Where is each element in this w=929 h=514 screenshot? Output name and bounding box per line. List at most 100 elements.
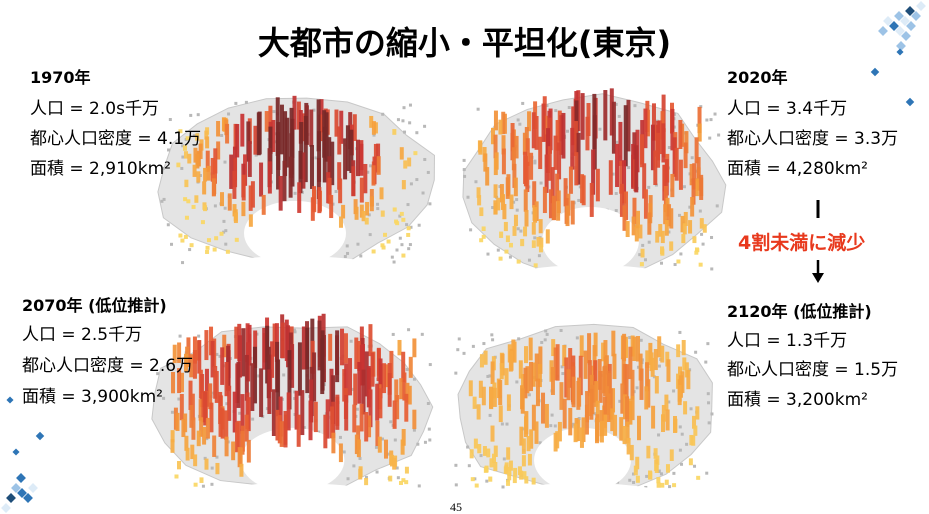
map-cell — [375, 470, 379, 474]
map-cell — [657, 433, 661, 437]
map-bar — [531, 362, 536, 387]
map-cell — [519, 229, 523, 233]
map-bar — [225, 249, 230, 254]
map-bar — [534, 116, 539, 150]
map-bar — [174, 474, 179, 479]
map-cell — [423, 440, 427, 444]
map-cell — [408, 121, 412, 125]
map-bar — [375, 383, 380, 421]
map-bar — [510, 132, 515, 161]
map-bar — [690, 196, 695, 217]
map-bar — [509, 194, 514, 210]
map-bar — [317, 187, 322, 214]
map-bar — [286, 392, 291, 431]
map-cell — [220, 133, 224, 137]
map-cell — [400, 243, 404, 247]
map-bar — [544, 154, 549, 193]
map-cell — [215, 352, 219, 356]
decor-diamond — [12, 448, 20, 456]
map-bar — [190, 444, 195, 460]
map-bar — [513, 177, 518, 197]
map-bar — [364, 351, 369, 397]
map-bar — [559, 382, 564, 410]
map-bar — [488, 476, 493, 482]
map-bar — [699, 218, 704, 229]
map-cell — [210, 466, 214, 470]
map-bar — [279, 104, 284, 155]
map-cell — [667, 230, 671, 234]
map-bar — [170, 439, 175, 453]
map-bar — [691, 178, 696, 205]
map-cell — [180, 166, 184, 170]
map-bar — [544, 403, 549, 428]
map-bar — [692, 163, 697, 190]
map-bar — [287, 350, 292, 410]
decor-diamond — [883, 16, 893, 26]
map-bar — [309, 109, 314, 147]
map-bar — [402, 372, 407, 401]
map-bar — [193, 454, 198, 467]
map-cell — [407, 247, 411, 251]
map-bar — [387, 373, 392, 407]
map-bar — [531, 477, 536, 485]
map-bar — [401, 180, 406, 190]
map-bar — [647, 212, 652, 235]
map-bar — [276, 359, 281, 417]
map-bar — [583, 350, 588, 379]
map-cell — [415, 178, 419, 182]
map-bar — [534, 353, 539, 382]
map-sea — [190, 256, 400, 294]
panel-year: 1970年 — [30, 68, 91, 87]
map-cell — [611, 172, 615, 176]
map-bar — [694, 250, 699, 255]
map-bar — [210, 340, 215, 378]
map-cell — [223, 206, 227, 210]
map-cell — [639, 338, 643, 342]
map-bar — [401, 351, 406, 383]
map-bar — [640, 134, 645, 168]
map-cell — [678, 448, 682, 452]
map-cell — [515, 198, 519, 202]
map-cell — [705, 118, 709, 122]
map-bar — [389, 454, 394, 467]
map-bar — [512, 341, 517, 363]
map-cell — [177, 397, 181, 401]
map-bar — [399, 378, 404, 400]
map-bar — [553, 432, 558, 452]
map-cell — [706, 392, 710, 396]
map-bar — [516, 259, 521, 264]
map-bar — [172, 344, 177, 364]
map-bar — [660, 248, 665, 256]
map-bar — [508, 242, 513, 248]
map-bar — [483, 153, 488, 172]
map-bar — [535, 378, 540, 407]
map-bar — [529, 429, 534, 449]
map-cell — [668, 485, 672, 489]
map-bar — [197, 340, 202, 374]
map-bar — [633, 465, 638, 476]
map-cell — [342, 450, 346, 454]
map-bar — [623, 105, 628, 167]
map-bar — [493, 184, 498, 198]
map-bar — [693, 425, 698, 436]
map-bar — [472, 396, 477, 409]
map-bar — [514, 135, 519, 159]
map-cell — [210, 482, 214, 486]
map-cell — [366, 170, 370, 174]
map-bar — [337, 126, 342, 155]
map-cell — [427, 427, 431, 431]
map-bar — [664, 159, 669, 196]
map-bar — [507, 466, 512, 477]
map-bar — [388, 475, 393, 482]
map-bar — [656, 132, 661, 168]
map-bar — [211, 178, 216, 197]
map-bar — [340, 328, 345, 366]
map-bar — [506, 394, 511, 411]
panel-stat: 面積 = 3,200km² — [727, 390, 868, 410]
map-bar — [199, 477, 204, 483]
map-cell — [376, 207, 380, 211]
map-bar — [581, 175, 586, 206]
map-bar — [188, 380, 193, 411]
map-bar — [478, 380, 483, 398]
